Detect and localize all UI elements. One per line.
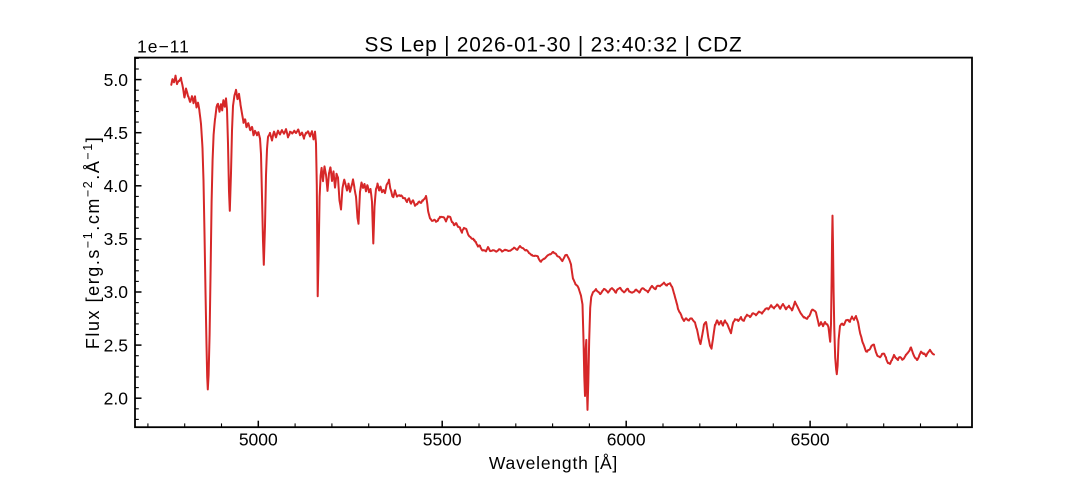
svg-text:2.0: 2.0	[104, 388, 129, 408]
svg-text:6000: 6000	[607, 430, 646, 450]
svg-text:6500: 6500	[791, 430, 830, 450]
svg-text:1e−11: 1e−11	[137, 37, 190, 57]
svg-text:5500: 5500	[423, 430, 462, 450]
svg-text:3.5: 3.5	[104, 229, 128, 249]
svg-text:4.0: 4.0	[104, 176, 129, 196]
svg-text:SS Lep | 2026-01-30 | 23:40:32: SS Lep | 2026-01-30 | 23:40:32 | CDZ	[365, 34, 743, 57]
svg-text:2.5: 2.5	[104, 335, 128, 355]
svg-text:Wavelength [Å]: Wavelength [Å]	[489, 453, 618, 473]
svg-text:5000: 5000	[239, 430, 278, 450]
svg-text:3.0: 3.0	[104, 282, 129, 302]
svg-text:4.5: 4.5	[104, 123, 128, 143]
svg-text:5.0: 5.0	[104, 70, 129, 90]
